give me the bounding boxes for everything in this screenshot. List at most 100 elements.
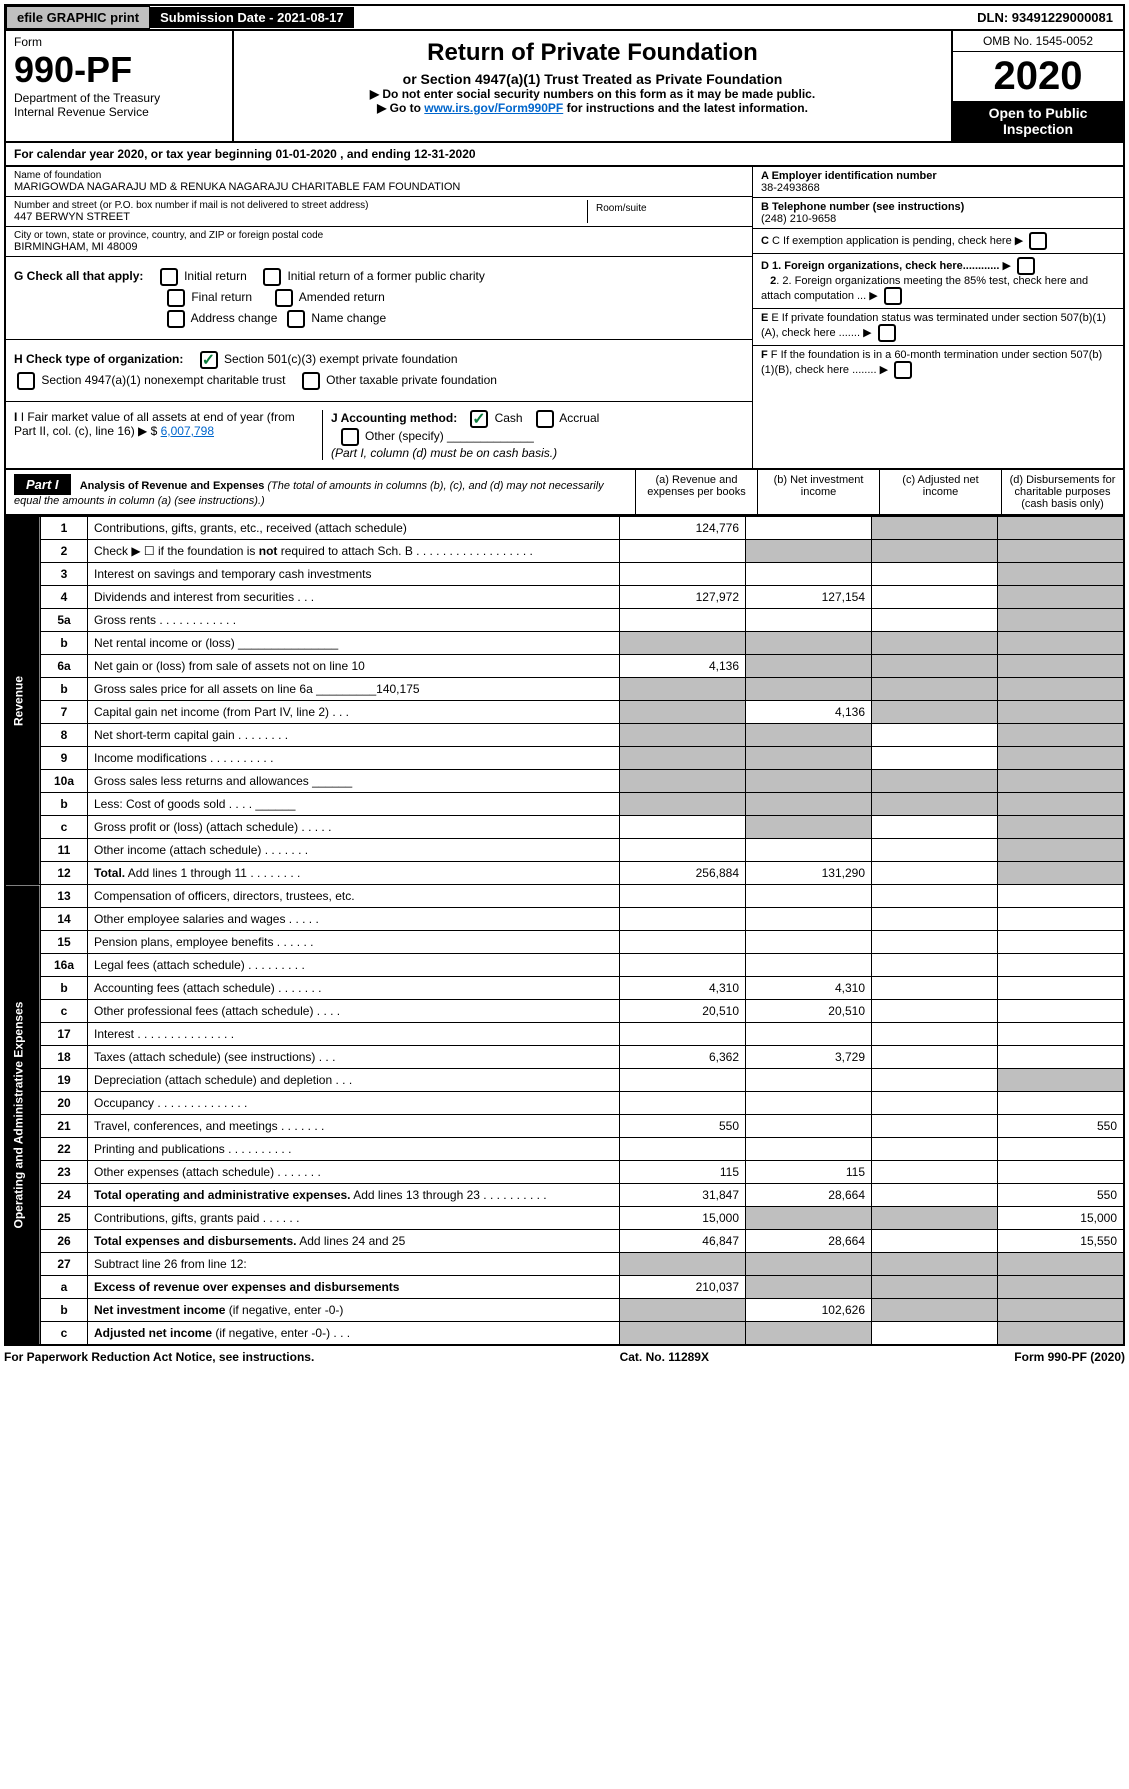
amt-col-b: 20,510 xyxy=(746,1000,872,1023)
amt-col-c xyxy=(872,1161,998,1184)
table-row: 14Other employee salaries and wages . . … xyxy=(5,908,1124,931)
row-number: 26 xyxy=(41,1230,88,1253)
other-method-cb[interactable] xyxy=(341,428,359,446)
row-number: 3 xyxy=(41,563,88,586)
row-desc: Depreciation (attach schedule) and deple… xyxy=(88,1069,620,1092)
row-desc: Net gain or (loss) from sale of assets n… xyxy=(88,655,620,678)
note2: ▶ Go to www.irs.gov/Form990PF for instru… xyxy=(242,101,943,115)
e-cb[interactable] xyxy=(878,324,896,342)
row-desc: Contributions, gifts, grants, etc., rece… xyxy=(88,517,620,540)
amt-col-b xyxy=(746,885,872,908)
name-change-cb[interactable] xyxy=(287,310,305,328)
amt-col-b: 4,310 xyxy=(746,977,872,1000)
amt-col-d xyxy=(998,931,1125,954)
amt-col-d xyxy=(998,885,1125,908)
table-row: cAdjusted net income (if negative, enter… xyxy=(5,1322,1124,1346)
row-number: c xyxy=(41,1322,88,1346)
row-number: b xyxy=(41,977,88,1000)
row-desc: Contributions, gifts, grants paid . . . … xyxy=(88,1207,620,1230)
table-row: bNet rental income or (loss) ___________… xyxy=(5,632,1124,655)
501c3-cb[interactable] xyxy=(200,351,218,369)
amt-col-a xyxy=(620,563,746,586)
amt-col-c xyxy=(872,954,998,977)
addr-change-cb[interactable] xyxy=(167,310,185,328)
f-cb[interactable] xyxy=(894,361,912,379)
amt-col-c xyxy=(872,816,998,839)
irs-link[interactable]: www.irs.gov/Form990PF xyxy=(424,101,563,115)
table-row: bAccounting fees (attach schedule) . . .… xyxy=(5,977,1124,1000)
amt-col-a xyxy=(620,678,746,701)
row-desc: Check ▶ ☐ if the foundation is not requi… xyxy=(88,540,620,563)
table-row: 2Check ▶ ☐ if the foundation is not requ… xyxy=(5,540,1124,563)
amt-col-c xyxy=(872,1046,998,1069)
row-number: 27 xyxy=(41,1253,88,1276)
amt-col-a xyxy=(620,793,746,816)
amt-col-a xyxy=(620,1322,746,1346)
row-desc: Interest on savings and temporary cash i… xyxy=(88,563,620,586)
amt-col-a: 127,972 xyxy=(620,586,746,609)
row-number: 9 xyxy=(41,747,88,770)
amt-col-d xyxy=(998,1023,1125,1046)
form-subtitle: or Section 4947(a)(1) Trust Treated as P… xyxy=(242,71,943,87)
row-desc: Income modifications . . . . . . . . . . xyxy=(88,747,620,770)
fmv-value: 6,007,798 xyxy=(161,424,214,438)
row-number: 12 xyxy=(41,862,88,885)
c-cb[interactable] xyxy=(1029,232,1047,250)
other-taxable-cb[interactable] xyxy=(302,372,320,390)
row-desc: Net short-term capital gain . . . . . . … xyxy=(88,724,620,747)
section-ij: I I Fair market value of all assets at e… xyxy=(6,402,752,468)
amt-col-b xyxy=(746,517,872,540)
amt-col-a xyxy=(620,1092,746,1115)
initial-former-cb[interactable] xyxy=(263,268,281,286)
section-g: G Check all that apply: Initial return I… xyxy=(6,257,752,340)
amt-col-b xyxy=(746,770,872,793)
d1-cb[interactable] xyxy=(1017,257,1035,275)
table-row: 8Net short-term capital gain . . . . . .… xyxy=(5,724,1124,747)
amt-col-b xyxy=(746,678,872,701)
row-desc: Less: Cost of goods sold . . . . ______ xyxy=(88,793,620,816)
amt-col-b: 4,136 xyxy=(746,701,872,724)
row-desc: Dividends and interest from securities .… xyxy=(88,586,620,609)
tax-year: 2020 xyxy=(953,52,1123,101)
row-desc: Gross profit or (loss) (attach schedule)… xyxy=(88,816,620,839)
amt-col-d xyxy=(998,977,1125,1000)
amt-col-c xyxy=(872,1184,998,1207)
table-row: Operating and Administrative Expenses13C… xyxy=(5,885,1124,908)
row-desc: Taxes (attach schedule) (see instruction… xyxy=(88,1046,620,1069)
amt-col-b xyxy=(746,632,872,655)
amt-col-b: 102,626 xyxy=(746,1299,872,1322)
final-return-cb[interactable] xyxy=(167,289,185,307)
amt-col-d xyxy=(998,563,1125,586)
efile-btn[interactable]: efile GRAPHIC print xyxy=(6,6,150,29)
row-number: b xyxy=(41,1299,88,1322)
dept: Department of the Treasury xyxy=(14,91,224,105)
table-row: 6aNet gain or (loss) from sale of assets… xyxy=(5,655,1124,678)
amt-col-c xyxy=(872,1138,998,1161)
d2-cb[interactable] xyxy=(884,287,902,305)
row-number: 18 xyxy=(41,1046,88,1069)
row-number: b xyxy=(41,793,88,816)
addr-label: Number and street (or P.O. box number if… xyxy=(14,200,587,211)
cash-cb[interactable] xyxy=(470,410,488,428)
amt-col-c xyxy=(872,609,998,632)
accrual-cb[interactable] xyxy=(536,410,554,428)
4947-cb[interactable] xyxy=(17,372,35,390)
table-row: bNet investment income (if negative, ent… xyxy=(5,1299,1124,1322)
amt-col-c xyxy=(872,1299,998,1322)
top-bar: efile GRAPHIC print Submission Date - 20… xyxy=(4,4,1125,31)
amt-col-a: 4,136 xyxy=(620,655,746,678)
amt-col-c xyxy=(872,1115,998,1138)
amt-col-b: 28,664 xyxy=(746,1230,872,1253)
part1-table: Revenue1Contributions, gifts, grants, et… xyxy=(4,516,1125,1346)
amt-col-a: 550 xyxy=(620,1115,746,1138)
amt-col-c xyxy=(872,701,998,724)
row-desc: Pension plans, employee benefits . . . .… xyxy=(88,931,620,954)
amt-col-a xyxy=(620,839,746,862)
section-h: H Check type of organization: Section 50… xyxy=(6,340,752,402)
row-desc: Net investment income (if negative, ente… xyxy=(88,1299,620,1322)
amt-col-a xyxy=(620,1253,746,1276)
amended-cb[interactable] xyxy=(275,289,293,307)
amt-col-b xyxy=(746,908,872,931)
initial-return-cb[interactable] xyxy=(160,268,178,286)
amt-col-d xyxy=(998,678,1125,701)
